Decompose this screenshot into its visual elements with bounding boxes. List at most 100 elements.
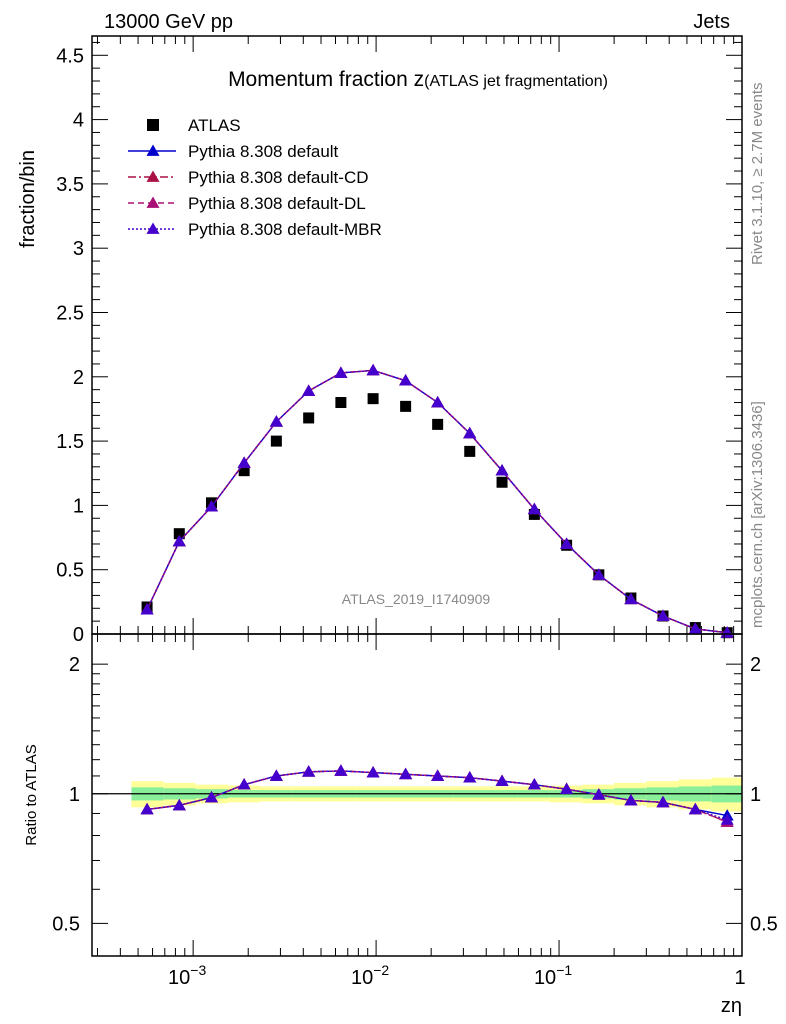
legend-label-mbr: Pythia 8.308 default-MBR: [188, 220, 382, 239]
atlas-data-point: [400, 400, 412, 412]
ratio-y-tick-label-right: 0.5: [750, 913, 778, 935]
ratio-point-mbr: [366, 766, 380, 778]
ratio-y-tick-label: 1: [69, 784, 80, 806]
series-point-mbr: [431, 396, 445, 408]
x-tick-label-base: 1: [734, 967, 745, 989]
ratio-point-mbr: [720, 813, 734, 825]
main-title-sub: (ATLAS jet fragmentation): [424, 73, 608, 90]
series-point-mbr: [560, 537, 574, 549]
series-point-mbr: [688, 622, 702, 634]
series-point-mbr: [399, 374, 413, 386]
legend: ATLAS Pythia 8.308 default Pythia 8.308 de…: [128, 116, 382, 239]
main-title-text: Momentum fraction z: [228, 68, 424, 91]
main-y-tick-label: 1: [73, 495, 84, 517]
main-y-tick-label: 4: [73, 110, 84, 132]
y-axis-label: fraction/bin: [17, 150, 39, 248]
ratio-y-tick-label: 0.5: [52, 913, 80, 935]
series-point-mbr: [237, 456, 251, 468]
x-tick-label-base: 10: [351, 967, 373, 989]
legend-marker-dl: [146, 196, 160, 208]
series-point-mbr: [172, 534, 186, 547]
ratio-y-tick-label-right: 2: [750, 654, 761, 676]
atlas-data-point: [303, 412, 315, 424]
legend-label-dl: Pythia 8.308 default-DL: [188, 194, 366, 213]
series-point-mbr: [624, 592, 638, 605]
legend-marker-default: [146, 144, 160, 156]
atlas-data-point: [367, 393, 379, 405]
series-point-mbr: [205, 500, 219, 512]
legend-marker-mbr: [146, 222, 160, 234]
ratio-panel: 0.5 0.51 12 210−3 10−2 10−1 1: [52, 633, 778, 989]
main-y-tick-label: 1.5: [56, 431, 84, 453]
mcplots-label: mcplots.cern.ch [arXiv:1306.3436]: [749, 401, 766, 628]
atlas-data-point: [238, 465, 250, 477]
x-tick-label: 10−2: [351, 962, 389, 989]
x-tick-label-exponent: −1: [556, 962, 572, 978]
legend-marker-cd: [146, 170, 160, 182]
analysis-watermark: ATLAS_2019_I1740909: [342, 591, 491, 607]
x-tick-label-base: 10: [168, 967, 190, 989]
header-right: Jets: [693, 11, 730, 33]
series-point-mbr: [302, 384, 316, 396]
x-tick-label-exponent: −3: [190, 962, 206, 978]
series-point-mbr: [527, 502, 541, 515]
ratio-point-mbr: [237, 778, 251, 790]
ratio-point-mbr: [399, 767, 413, 780]
atlas-data-point: [464, 445, 476, 457]
ratio-y-tick-label: 2: [69, 654, 80, 676]
ratio-y-tick-label-right: 1: [750, 784, 761, 806]
x-tick-label: 10−1: [534, 962, 572, 989]
ratio-point-mbr: [495, 774, 509, 786]
ratio-frame: [91, 633, 743, 957]
series-point-mbr: [269, 415, 283, 427]
series-point-mbr: [334, 366, 348, 378]
main-y-tick-label: 2: [73, 367, 84, 389]
series-point-mbr: [495, 464, 509, 476]
x-tick-label: 10−3: [168, 962, 206, 989]
ratio-y-axis-label: Ratio to ATLAS: [23, 744, 40, 845]
rivet-label: Rivet 3.1.10, ≥ 2.7M events: [749, 83, 766, 266]
ratio-point-mbr: [334, 764, 348, 776]
main-panel: 0 0.5 1 1.5 2 2.5 3 3.5 4 4.5: [56, 35, 743, 646]
atlas-data-point: [173, 528, 185, 540]
series-point-mbr: [366, 363, 380, 376]
main-y-tick-label: 3.5: [56, 174, 84, 196]
x-tick-label-exponent: −2: [373, 962, 389, 978]
main-y-tick-label: 4.5: [56, 45, 84, 67]
atlas-data-point: [432, 418, 444, 430]
series-point-mbr: [463, 426, 477, 439]
ratio-point-mbr: [172, 798, 186, 811]
legend-label-atlas: ATLAS: [188, 116, 241, 135]
ratio-point-mbr: [592, 788, 606, 800]
ratio-point-mbr: [302, 765, 316, 777]
ratio-point-mbr: [624, 793, 638, 806]
series-point-mbr: [592, 568, 606, 580]
x-axis-label: zη: [721, 995, 742, 1017]
ratio-point-mbr: [431, 769, 445, 781]
header-left: 13000 GeV pp: [104, 11, 233, 33]
main-y-tick-label: 0.5: [56, 560, 84, 582]
atlas-data-point: [270, 435, 282, 447]
ratio-point-mbr: [688, 802, 702, 815]
atlas-data-point: [496, 476, 508, 488]
ratio-point-mbr: [463, 771, 477, 783]
ratio-point-mbr: [656, 795, 670, 808]
main-title: Momentum fraction z(ATLAS jet fragmentat…: [228, 68, 608, 91]
ratio-point-mbr: [527, 778, 541, 790]
x-tick-label-base: 10: [534, 967, 556, 989]
ratio-point-mbr: [140, 802, 154, 815]
ratio-point-mbr: [560, 782, 574, 795]
legend-label-default: Pythia 8.308 default: [188, 142, 339, 161]
main-y-tick-label: 2.5: [56, 302, 84, 324]
main-y-tick-label: 0: [73, 624, 84, 646]
atlas-data-point: [335, 397, 347, 409]
legend-label-cd: Pythia 8.308 default-CD: [188, 168, 369, 187]
ratio-point-mbr: [269, 769, 283, 781]
x-tick-label: 1: [734, 967, 745, 989]
series-point-mbr: [656, 609, 670, 621]
legend-marker-atlas: [147, 119, 159, 131]
atlas-data-point: [528, 508, 540, 520]
series-point-mbr: [140, 603, 154, 615]
main-y-tick-label: 3: [73, 238, 84, 260]
